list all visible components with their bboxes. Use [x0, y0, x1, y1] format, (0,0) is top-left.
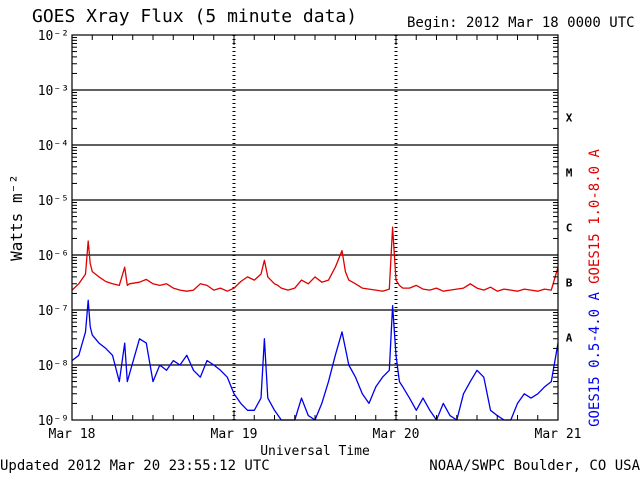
y-tick-label: 10⁻⁵: [38, 194, 69, 209]
x-tick-label: Mar 20: [373, 427, 420, 442]
begin-time-label: Begin: 2012 Mar 18 0000 UTC: [407, 15, 635, 31]
axis-layer: [71, 34, 559, 421]
y-tick-label: 10⁻³: [38, 84, 69, 99]
flare-class-label: X: [566, 112, 573, 125]
y-tick-label: 10⁻⁹: [38, 414, 69, 429]
y-tick-label: 10⁻⁶: [38, 249, 69, 264]
chart-title: GOES Xray Flux (5 minute data): [32, 6, 358, 27]
y-tick-label: 10⁻⁴: [38, 139, 69, 154]
x-axis-label: Universal Time: [260, 444, 370, 459]
series-legend-label: GOES15 1.0-8.0 A: [587, 148, 603, 283]
y-tick-label: 10⁻²: [38, 29, 69, 44]
grid-layer: [72, 35, 558, 420]
series-line-short: [71, 299, 559, 421]
flare-class-label: A: [566, 332, 573, 345]
series-layer: [71, 226, 559, 421]
plot-frame: [71, 34, 559, 421]
label-layer: 10⁻⁹ 10⁻⁸ 10⁻⁷ 10⁻⁶ 10⁻⁵ 10⁻⁴ 10⁻³ 10⁻² Mar 18 Ma…: [7, 29, 603, 459]
series-legend-label: GOES15 0.5-4.0 A: [587, 291, 603, 426]
flare-class-label: M: [566, 167, 573, 180]
flare-class-label: B: [566, 277, 573, 290]
flare-class-label: C: [566, 222, 573, 235]
y-tick-label: 10⁻⁸: [38, 359, 69, 374]
y-tick-label: 10⁻⁷: [38, 304, 69, 319]
updated-timestamp: Updated 2012 Mar 20 23:55:12 UTC: [0, 458, 270, 474]
x-tick-label: Mar 18: [49, 427, 96, 442]
y-axis-label: Watts m⁻²: [7, 174, 26, 261]
series-line-long: [71, 226, 559, 292]
x-tick-label: Mar 21: [535, 427, 582, 442]
x-tick-label: Mar 19: [211, 427, 258, 442]
credit-label: NOAA/SWPC Boulder, CO USA: [429, 458, 640, 474]
